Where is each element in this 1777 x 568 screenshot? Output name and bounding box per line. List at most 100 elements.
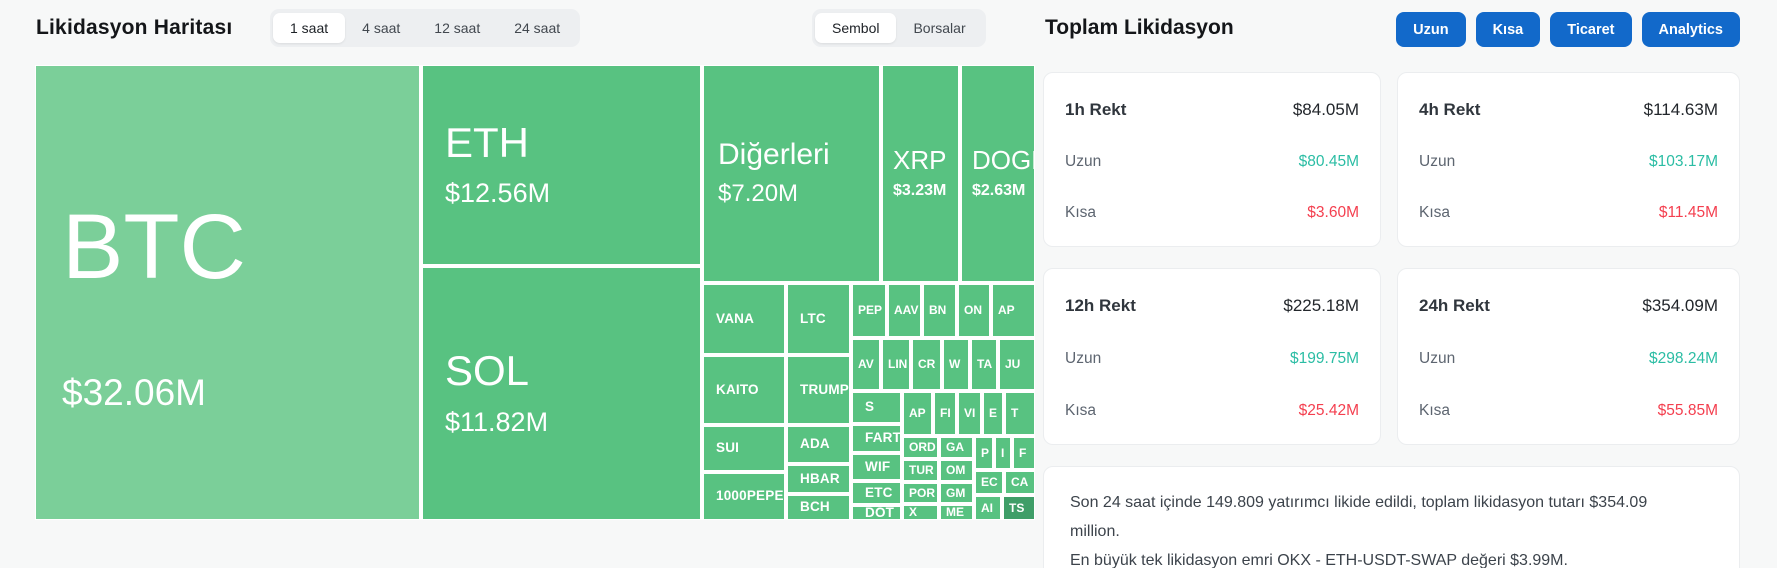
ticaret-button[interactable]: Ticaret [1550,12,1632,47]
summary-line-1: Son 24 saat içinde 149.809 yatırımcı lik… [1070,494,1648,540]
tab-sembol[interactable]: Sembol [815,13,897,43]
treemap-tile-BCH[interactable]: BCH [787,495,850,520]
treemap-tile-AAV[interactable]: AAV [888,284,921,337]
treemap-tile-TRUMP[interactable]: TRUMP [787,356,850,424]
tile-value: $32.06M [62,371,206,413]
stats-card-12h: 12h Rekt $225.18M Uzun $199.75M Kısa $25… [1043,268,1381,445]
uzun-button[interactable]: Uzun [1396,12,1466,47]
treemap-tile-ME[interactable]: ME [940,505,973,520]
treemap-tile-W[interactable]: W [943,339,969,390]
tile-symbol: BTC [62,196,246,298]
tab-1-saat[interactable]: 1 saat [273,13,346,43]
kisa-button[interactable]: Kısa [1475,12,1541,47]
tile-symbol: POR [909,485,936,500]
tab-24-saat[interactable]: 24 saat [497,13,577,43]
time-range-tabs: 1 saat 4 saat 12 saat 24 saat [270,9,581,47]
treemap-tile-E[interactable]: E [983,392,1003,435]
treemap-tile-TA[interactable]: TA [971,339,997,390]
treemap-tile-POR[interactable]: POR [903,483,938,503]
tab-4-saat[interactable]: 4 saat [345,13,417,43]
treemap-tile-SUI[interactable]: SUI [703,426,785,471]
treemap-tile-P[interactable]: P [975,437,993,469]
treemap-tile-AV[interactable]: AV [852,339,880,390]
tile-value: $2.63M [972,182,1026,200]
tile-value: $3.23M [893,182,947,200]
action-buttons: Uzun Kısa Ticaret Analytics [1396,12,1740,47]
treemap-tile-PEP[interactable]: PEP [852,284,886,337]
treemap-tile-TUR[interactable]: TUR [903,460,938,481]
treemap-tile-ETC[interactable]: ETC [852,482,901,504]
treemap-tile-FI[interactable]: FI [934,392,956,435]
treemap-tile-1000PEPE[interactable]: 1000PEPE [703,473,785,520]
short-value: $3.60M [1307,204,1359,221]
treemap-tile-AI[interactable]: AI [975,496,1001,520]
treemap-tile-DOT[interactable]: DOT [852,506,901,520]
treemap-tile-I[interactable]: I [995,437,1011,469]
treemap-tile-AP[interactable]: AP [992,284,1035,337]
treemap-tile-OM[interactable]: OM [940,460,973,481]
treemap-tile-ETH[interactable]: ETH $12.56M [422,65,701,265]
treemap-tile-F[interactable]: F [1013,437,1035,469]
long-value: $199.75M [1290,350,1359,367]
tile-symbol: LIN [888,357,908,372]
treemap-tile-TS[interactable]: TS [1003,496,1035,520]
treemap-tile-JU[interactable]: JU [999,339,1035,390]
treemap-tile-CR[interactable]: CR [912,339,941,390]
treemap-tile-EC[interactable]: EC [975,471,1003,494]
treemap-tile-BN[interactable]: BN [923,284,956,337]
short-label: Kısa [1065,204,1097,221]
treemap-tile-BTC[interactable]: BTC $32.06M [35,65,420,520]
tile-symbol: 1000PEPE [716,488,784,504]
treemap-tile-ADA[interactable]: ADA [787,426,850,463]
treemap-tile-S[interactable]: S [852,392,901,423]
tile-symbol: VI [964,406,976,421]
treemap-tile-GA[interactable]: GA [940,437,973,458]
treemap-tile-WIF[interactable]: WIF [852,454,901,480]
treemap-tile-VANA[interactable]: VANA [703,284,785,354]
tile-value: $12.56M [445,178,551,209]
tile-symbol: DOT [865,506,895,520]
tile-symbol: CR [918,357,936,372]
tile-symbol: T [1011,406,1019,421]
treemap-tile-X[interactable]: X [903,505,938,520]
analytics-button[interactable]: Analytics [1641,12,1740,47]
tile-symbol: S [865,399,875,415]
tile-symbol: PEP [858,303,883,318]
long-label: Uzun [1419,350,1456,367]
treemap-tile-CA[interactable]: CA [1005,471,1035,494]
treemap-tile-T[interactable]: T [1005,392,1035,435]
tile-symbol: GA [946,440,964,455]
treemap-tile-AP[interactable]: AP [903,392,932,435]
treemap-tile-DOGE[interactable]: DOGE $2.63M [961,65,1035,282]
treemap-tile-ON[interactable]: ON [958,284,990,337]
treemap-tile-ORD[interactable]: ORD [903,437,938,458]
short-value: $55.85M [1657,402,1718,419]
tile-symbol: AI [981,500,993,515]
tile-symbol: P [981,445,990,460]
tile-symbol: TUR [909,463,934,478]
tab-borsalar[interactable]: Borsalar [896,13,982,43]
card-total: $84.05M [1292,100,1359,119]
treemap-tile-LTC[interactable]: LTC [787,284,850,354]
summary-card: Son 24 saat içinde 149.809 yatırımcı lik… [1043,466,1740,568]
treemap-tile-Diğerleri[interactable]: Diğerleri $7.20M [703,65,880,282]
short-label: Kısa [1065,402,1097,419]
treemap-tile-LIN[interactable]: LIN [882,339,910,390]
tile-symbol: ETH [445,118,529,166]
tile-symbol: TS [1009,500,1025,515]
tab-12-saat[interactable]: 12 saat [417,13,497,43]
treemap-tile-FART[interactable]: FART [852,425,901,452]
card-total: $114.63M [1643,100,1718,119]
treemap-tile-KAITO[interactable]: KAITO [703,356,785,424]
treemap-tile-GM[interactable]: GM [940,483,973,503]
short-label: Kısa [1419,402,1451,419]
tile-symbol: WIF [865,458,891,474]
card-title: 4h Rekt [1419,100,1481,119]
tile-symbol: BN [929,303,947,318]
treemap-tile-XRP[interactable]: XRP $3.23M [882,65,959,282]
tile-symbol: FART [865,430,901,446]
treemap-tile-VI[interactable]: VI [958,392,981,435]
treemap-tile-HBAR[interactable]: HBAR [787,465,850,493]
treemap-tile-SOL[interactable]: SOL $11.82M [422,267,701,520]
tile-symbol: AV [858,357,874,372]
